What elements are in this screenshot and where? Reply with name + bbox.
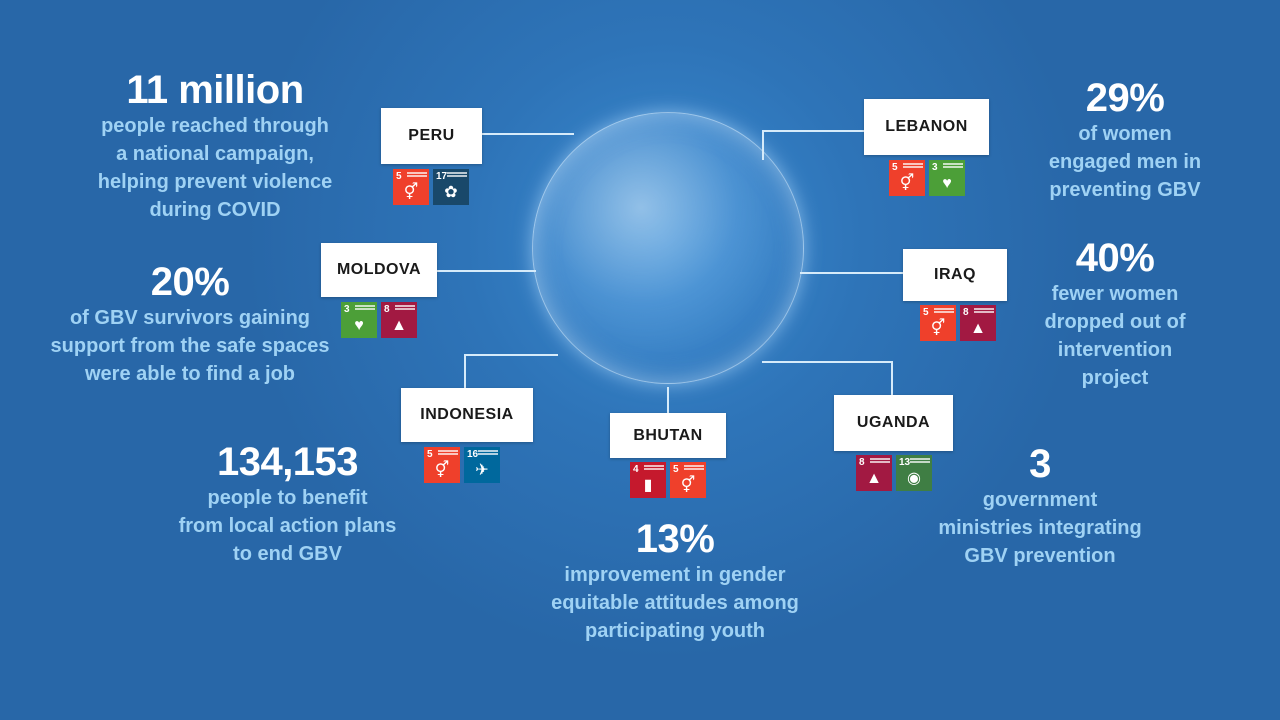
- sdg-icons-bhutan: 4 ▮ 5 ⚥: [630, 462, 706, 498]
- stat-desc: fewer women dropped out of intervention pro…: [1044, 283, 1186, 389]
- country-box-lebanon: LEBANON: [864, 99, 989, 155]
- country-box-uganda: UGANDA: [834, 395, 953, 451]
- sdg-3-good-health-icon: 3 ♥: [929, 160, 965, 196]
- connector-indonesia-h: [464, 354, 558, 356]
- sdg-17-partnerships-icon: 17 ✿: [433, 169, 469, 205]
- sdg-5-gender-equality-icon: 5 ⚥: [670, 462, 706, 498]
- stat-peru: 11 million people reached through a natio…: [60, 68, 370, 224]
- sdg-icons-uganda: 8 ▲ 13 ◉: [856, 455, 932, 491]
- sdg-icons-peru: 5 ⚥ 17 ✿: [393, 169, 469, 205]
- connector-bhutan: [667, 387, 669, 413]
- stat-value: 29%: [1085, 76, 1165, 120]
- stat-desc: of women engaged men in preventing GBV: [1048, 123, 1202, 201]
- connector-uganda-h: [762, 361, 892, 363]
- stat-desc: improvement in gender equitable attitudes…: [551, 564, 799, 642]
- stat-value: 3: [1029, 442, 1051, 486]
- sdg-5-gender-equality-icon: 5 ⚥: [920, 305, 956, 341]
- stat-value: 11 million: [126, 68, 304, 112]
- stat-value: 40%: [1075, 236, 1155, 280]
- sdg-icons-moldova: 3 ♥ 8 ▲: [341, 302, 417, 338]
- sdg-16-peace-justice-icon: 16 ✈: [464, 447, 500, 483]
- stat-lebanon: 29% of women engaged men in preventing GBV: [1030, 76, 1220, 204]
- stat-desc: government ministries integrating GBV prev…: [938, 489, 1142, 567]
- sdg-5-gender-equality-icon: 5 ⚥: [424, 447, 460, 483]
- connector-lebanon-v: [762, 130, 764, 160]
- stat-indonesia: 134,153 people to benefit from local acti…: [150, 440, 425, 568]
- sdg-5-gender-equality-icon: 5 ⚥: [889, 160, 925, 196]
- sdg-icons-iraq: 5 ⚥ 8 ▲: [920, 305, 996, 341]
- sdg-8-decent-work-icon: 8 ▲: [960, 305, 996, 341]
- stat-value: 134,153: [216, 440, 359, 484]
- connector-iraq: [800, 272, 904, 274]
- sdg-13-climate-action-icon: 13 ◉: [896, 455, 932, 491]
- stat-desc: people to benefit from local action plans…: [178, 487, 397, 565]
- sdg-8-decent-work-icon: 8 ▲: [381, 302, 417, 338]
- stat-desc: of GBV survivors gaining support from the…: [50, 307, 330, 385]
- stat-desc: people reached through a national campaig…: [97, 115, 333, 221]
- sdg-4-quality-education-icon: 4 ▮: [630, 462, 666, 498]
- connector-peru: [482, 133, 574, 135]
- country-label: LEBANON: [885, 118, 968, 135]
- sdg-icons-indonesia: 5 ⚥ 16 ✈: [424, 447, 500, 483]
- stat-iraq: 40% fewer women dropped out of interventio…: [1020, 236, 1210, 392]
- globe-image: [532, 112, 804, 384]
- country-label: BHUTAN: [633, 426, 703, 444]
- sdg-8-decent-work-icon: 8 ▲: [856, 455, 892, 491]
- stat-value: 13%: [635, 517, 715, 561]
- country-box-indonesia: INDONESIA: [401, 388, 533, 442]
- stat-value: 20%: [150, 260, 230, 304]
- country-label: IRAQ: [934, 266, 976, 283]
- sdg-3-good-health-icon: 3 ♥: [341, 302, 377, 338]
- connector-uganda-v: [891, 361, 893, 395]
- stat-bhutan: 13% improvement in gender equitable attit…: [520, 517, 830, 645]
- country-label: MOLDOVA: [336, 261, 422, 278]
- country-box-iraq: IRAQ: [903, 249, 1007, 301]
- connector-moldova: [436, 270, 536, 272]
- connector-lebanon: [762, 130, 866, 132]
- connector-indonesia-v: [464, 354, 466, 388]
- stat-moldova: 20% of GBV survivors gaining support from…: [20, 260, 360, 388]
- sdg-5-gender-equality-icon: 5 ⚥: [393, 169, 429, 205]
- country-box-bhutan: BHUTAN: [610, 413, 726, 458]
- country-box-peru: PERU: [381, 108, 482, 164]
- country-label: INDONESIA: [420, 406, 514, 423]
- country-label: UGANDA: [856, 414, 931, 431]
- country-box-moldova: MOLDOVA: [321, 243, 437, 297]
- sdg-icons-lebanon: 5 ⚥ 3 ♥: [889, 160, 965, 196]
- stat-uganda: 3 government ministries integrating GBV pr…: [910, 442, 1170, 570]
- country-label: PERU: [408, 127, 455, 144]
